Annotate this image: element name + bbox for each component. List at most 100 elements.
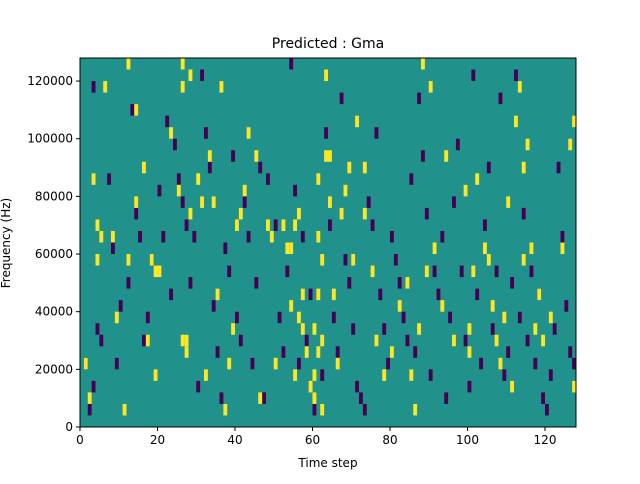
heatmap-cell-high <box>568 138 573 151</box>
x-axis: 0 20 40 60 80 100 120 <box>76 427 556 447</box>
heatmap-cell-high <box>153 369 158 381</box>
heatmap-cell-low <box>134 207 139 220</box>
heatmap-cell-high <box>494 334 499 347</box>
heatmap-cell-high <box>316 173 321 185</box>
heatmap-cell-low <box>424 207 429 220</box>
heatmap-cell-high <box>207 150 212 162</box>
heatmap-cell-low <box>238 334 243 347</box>
heatmap-cell-low <box>525 334 530 347</box>
heatmap-cell-high <box>300 288 305 301</box>
heatmap-cell-low <box>138 230 143 243</box>
heatmap-cell-high <box>215 288 220 301</box>
x-tick-label: 80 <box>382 433 397 447</box>
heatmap-cell-low <box>266 173 270 185</box>
heatmap-cell-low <box>486 161 491 174</box>
heatmap-cell-high <box>297 311 301 324</box>
heatmap-cell-low <box>409 173 414 185</box>
heatmap-cell-high <box>227 357 232 370</box>
heatmap-cell-low <box>246 230 251 243</box>
heatmap-cell-low <box>262 392 267 404</box>
heatmap-cell-high <box>184 334 189 347</box>
heatmap-cell-low <box>541 392 546 404</box>
heatmap-cell-high <box>572 380 577 393</box>
heatmap-cell-low <box>459 265 464 278</box>
heatmap-cell-high <box>188 207 193 220</box>
heatmap-cell-high <box>343 184 348 197</box>
heatmap-cell-low <box>297 357 301 370</box>
heatmap-cell-high <box>316 230 321 243</box>
heatmap-cell-high <box>293 219 298 231</box>
heatmap-cell-high <box>196 173 201 185</box>
heatmap-cell-low <box>382 323 387 335</box>
heatmap-cell-high <box>521 254 526 266</box>
heatmap-cell-high <box>424 265 429 278</box>
heatmap-cell-low <box>413 346 418 358</box>
heatmap-cell-high <box>506 196 511 208</box>
heatmap-cell-high <box>169 127 174 139</box>
heatmap-cell-high <box>258 392 263 404</box>
x-axis-label: Time step <box>297 456 357 470</box>
heatmap-cell-high <box>312 323 317 335</box>
heatmap-cell-low <box>421 150 425 162</box>
y-tick-label: 80000 <box>35 189 73 203</box>
heatmap-cell-high <box>219 81 224 93</box>
heatmap-cell-low <box>393 254 398 266</box>
heatmap-cell-low <box>366 196 371 208</box>
heatmap-cell-high <box>444 150 449 162</box>
heatmap-cell-low <box>548 369 553 381</box>
y-tick-label: 0 <box>65 420 73 434</box>
x-tick-label: 0 <box>76 433 84 447</box>
heatmap-cell-high <box>145 334 150 347</box>
heatmap-cell-low <box>564 300 569 312</box>
heatmap-cell-high <box>560 242 565 255</box>
heatmap-cell-high <box>180 334 185 347</box>
heatmap-cell-low <box>328 219 332 231</box>
heatmap-cell-low <box>91 380 96 393</box>
y-tick-label: 40000 <box>35 305 73 319</box>
heatmap-cell-low <box>498 92 503 105</box>
heatmap-cell-low <box>401 311 406 324</box>
heatmap-cell-high <box>347 161 352 174</box>
heatmap-cell-high <box>149 254 154 266</box>
heatmap-cell-low <box>200 69 205 82</box>
heatmap-cell-high <box>409 369 414 381</box>
heatmap-cell-high <box>223 403 228 416</box>
heatmap-cell-high <box>99 230 104 243</box>
heatmap-cell-low <box>490 323 495 335</box>
heatmap-cell-high <box>486 254 491 266</box>
heatmap-cell-low <box>320 369 325 381</box>
heatmap-cell-high <box>521 161 526 174</box>
heatmap-cell-low <box>545 403 549 416</box>
heatmap-cell-high <box>95 219 100 231</box>
heatmap-cell-high <box>242 184 247 197</box>
heatmap-cell-high <box>83 357 88 370</box>
x-tick-label: 20 <box>150 433 165 447</box>
heatmap-cell-high <box>514 115 518 128</box>
heatmap-cell-low <box>556 161 561 174</box>
heatmap-cell-low <box>169 288 174 301</box>
heatmap-cell-high <box>374 334 379 347</box>
heatmap-cell-low <box>180 196 185 208</box>
heatmap-cell-high <box>498 357 503 370</box>
heatmap-cell-low <box>510 277 515 289</box>
heatmap-cell-low <box>157 184 162 197</box>
heatmap-cell-low <box>300 230 305 243</box>
heatmap-cell-low <box>223 242 228 255</box>
heatmap-cell-high <box>525 138 530 151</box>
y-tick-label: 120000 <box>27 74 73 88</box>
heatmap-cell-high <box>328 150 332 162</box>
heatmap-cell-high <box>355 115 360 128</box>
heatmap-cell-low <box>289 58 294 70</box>
heatmap-cell-high <box>467 346 472 358</box>
heatmap-cell-low <box>254 277 259 289</box>
heatmap-cell-low <box>184 219 189 231</box>
heatmap-cell-low <box>370 219 375 231</box>
heatmap-cell-low <box>95 323 100 335</box>
heatmap-cell-low <box>188 277 193 289</box>
heatmap-cell-high <box>87 392 92 404</box>
heatmap-cell-low <box>281 346 286 358</box>
heatmap-cell-low <box>436 288 441 301</box>
heatmap-cell-low <box>242 196 247 208</box>
heatmap-cell-low <box>145 311 150 324</box>
